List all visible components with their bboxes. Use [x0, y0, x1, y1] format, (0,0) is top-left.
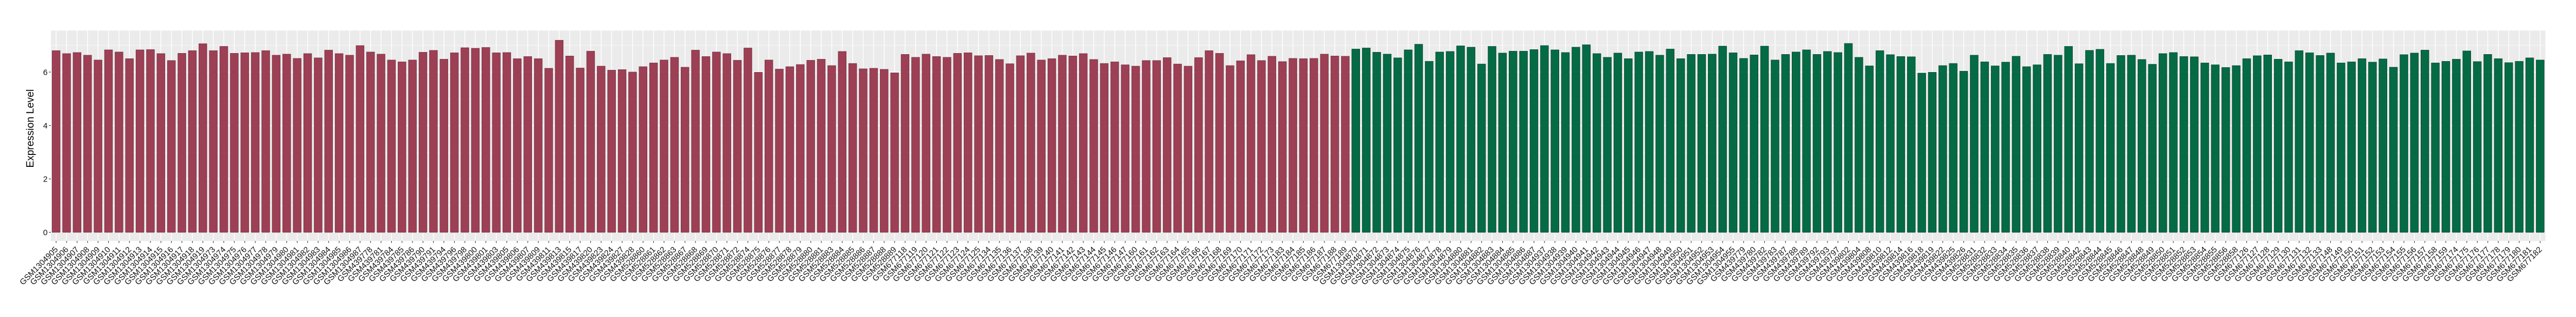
svg-text:4: 4 — [43, 121, 48, 131]
svg-text:6: 6 — [43, 68, 48, 77]
svg-text:Expression Level: Expression Level — [25, 89, 36, 168]
svg-text:2: 2 — [43, 174, 48, 184]
svg-text:0: 0 — [43, 228, 48, 237]
